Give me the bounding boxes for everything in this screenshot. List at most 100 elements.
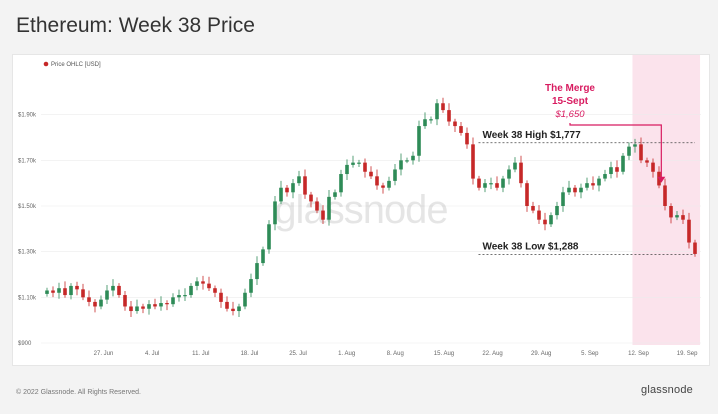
candle-body xyxy=(447,110,451,122)
candle-body xyxy=(573,187,577,193)
candle-body xyxy=(165,303,169,305)
candle-body xyxy=(183,295,187,297)
candle-body xyxy=(639,144,643,161)
merge-arrow-line xyxy=(569,123,662,182)
x-tick-label: 8. Aug xyxy=(387,351,404,357)
x-tick-label: 11. Jul xyxy=(192,351,209,357)
watermark: glassnode xyxy=(274,188,447,232)
candle-body xyxy=(681,215,685,220)
candle-body xyxy=(555,206,559,216)
chart-panel: glassnode Week 38 High $1,777 Week 38 Low… xyxy=(12,54,710,366)
y-tick-label: $900 xyxy=(18,341,32,347)
legend-marker xyxy=(43,61,49,67)
candle-body xyxy=(327,196,331,220)
candle-body xyxy=(381,185,385,188)
candle-body xyxy=(471,144,475,179)
candle-body xyxy=(363,162,367,172)
candle-body xyxy=(495,183,499,188)
candle-body xyxy=(99,299,103,307)
candle-body xyxy=(273,201,277,225)
candle-body xyxy=(141,306,145,309)
candle-body xyxy=(333,192,337,197)
candle-body xyxy=(129,306,133,312)
candle-body xyxy=(435,103,439,120)
candle-body xyxy=(225,301,229,309)
candle-body xyxy=(375,176,379,186)
candle-body xyxy=(261,249,265,264)
candle-body xyxy=(177,295,181,298)
candle-body xyxy=(93,301,97,307)
x-tick-label: 1. Aug xyxy=(338,351,355,357)
candle-body xyxy=(243,292,247,307)
candle-body xyxy=(219,292,223,302)
candle-body xyxy=(345,164,349,175)
candle-body xyxy=(579,187,583,193)
candle-body xyxy=(123,295,127,307)
merge-title: The Merge xyxy=(545,83,595,94)
candle-body xyxy=(63,288,67,296)
x-tick-label: 12. Sep xyxy=(628,351,649,357)
candle-body xyxy=(615,167,619,172)
candle-body xyxy=(105,290,109,300)
candle-body xyxy=(321,210,325,220)
candle-body xyxy=(189,285,193,296)
x-tick-label: 19. Sep xyxy=(677,351,698,357)
y-tick-label: $1.30k xyxy=(18,250,37,256)
candle-body xyxy=(237,306,241,312)
candle-body xyxy=(57,288,61,293)
candle-body xyxy=(87,297,91,302)
candle-body xyxy=(147,304,151,309)
y-tick-label: $1.70k xyxy=(18,158,37,164)
copyright-footer: © 2022 Glassnode. All Rights Reserved. xyxy=(16,389,142,396)
candle-body xyxy=(51,290,55,293)
week-high-label: Week 38 High $1,777 xyxy=(482,130,581,141)
candle-body xyxy=(159,303,163,307)
candle-body xyxy=(519,162,523,184)
candle-body xyxy=(111,285,115,291)
candle-body xyxy=(213,288,217,293)
candle-body xyxy=(195,281,199,286)
candle-body xyxy=(459,126,463,133)
candle-body xyxy=(171,297,175,305)
candle-body xyxy=(309,194,313,202)
candle-body xyxy=(501,178,505,188)
x-tick-label: 18. Jul xyxy=(241,351,259,357)
merge-date: 15-Sept xyxy=(552,96,589,107)
candle-body xyxy=(609,167,613,175)
candle-body xyxy=(597,178,601,186)
candle-body xyxy=(255,263,259,280)
candle-body xyxy=(675,215,679,218)
x-tick-label: 15. Aug xyxy=(434,351,454,357)
candle-body xyxy=(399,160,403,170)
candle-body xyxy=(315,201,319,211)
candle-body xyxy=(567,187,571,193)
candle-body xyxy=(465,132,469,145)
candle-body xyxy=(477,178,481,188)
candle-body xyxy=(207,283,211,289)
candle-body xyxy=(135,306,139,312)
candle-body xyxy=(621,155,625,172)
legend-label: Price OHLC [USD] xyxy=(51,62,101,68)
candle-body xyxy=(249,279,253,293)
candle-body xyxy=(291,183,295,193)
candle-body xyxy=(411,155,415,161)
candle-body xyxy=(663,185,667,206)
candle-body xyxy=(585,183,589,188)
candle-body xyxy=(561,192,565,206)
glassnode-logo: glassnode xyxy=(641,384,693,396)
candle-body xyxy=(531,206,535,211)
x-tick-label: 29. Aug xyxy=(531,351,551,357)
candle-body xyxy=(693,242,697,254)
candle-body xyxy=(489,183,493,185)
candle-body xyxy=(429,119,433,121)
candle-body xyxy=(75,285,79,290)
x-tick-label: 5. Sep xyxy=(581,351,599,357)
candle-body xyxy=(687,219,691,243)
candle-body xyxy=(297,176,301,184)
candle-body xyxy=(645,160,649,163)
candle-body xyxy=(513,162,517,170)
candle-body xyxy=(69,285,73,296)
x-tick-label: 4. Jul xyxy=(145,351,159,357)
candle-body xyxy=(45,290,49,294)
price-chart: glassnode Week 38 High $1,777 Week 38 Low… xyxy=(18,55,701,357)
